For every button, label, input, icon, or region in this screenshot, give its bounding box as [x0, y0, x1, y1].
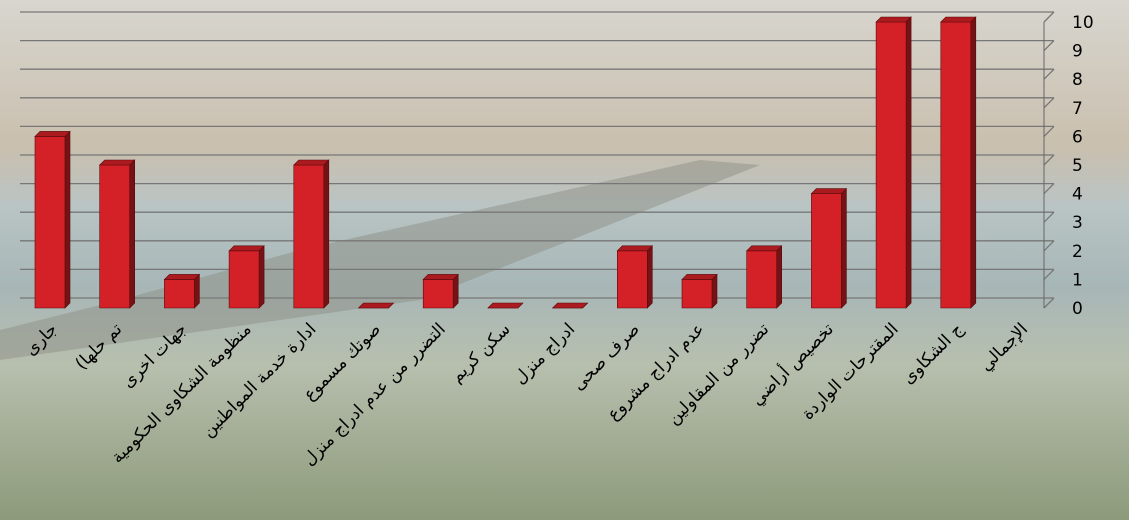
- y-tick-label: 3: [1072, 213, 1083, 233]
- y-tick-label: 8: [1072, 70, 1083, 90]
- grid-depth: [1043, 11, 1055, 23]
- y-tick-label: 0: [1072, 299, 1083, 319]
- grid-depth: [1043, 97, 1055, 109]
- bar-top: [745, 245, 783, 252]
- bar-side: [776, 245, 782, 309]
- bar: [616, 245, 654, 309]
- bar-top: [875, 16, 912, 23]
- bar-top: [940, 16, 977, 23]
- bar: [875, 16, 912, 309]
- bar-front: [164, 279, 195, 309]
- bar-front: [228, 250, 260, 309]
- bar: [34, 130, 71, 309]
- bridge-backdrop: [0, 160, 760, 360]
- grid-depth: [1043, 240, 1055, 252]
- bar-top: [551, 302, 589, 309]
- bar-side: [129, 159, 135, 309]
- bar: [163, 273, 201, 309]
- bar-front: [34, 136, 66, 309]
- grid-depth: [1043, 154, 1055, 166]
- bar-front: [617, 250, 648, 309]
- y-tick-label: 2: [1072, 242, 1083, 262]
- bar-side: [711, 273, 718, 309]
- bar: [228, 245, 265, 309]
- grid-depth: [1043, 125, 1055, 137]
- bar-side: [194, 273, 200, 309]
- bar-front: [681, 279, 713, 309]
- bar-side: [970, 16, 977, 309]
- bar-front: [811, 193, 842, 309]
- bar-top: [34, 131, 71, 137]
- bar-top: [163, 274, 201, 280]
- bar-top: [810, 188, 848, 194]
- bar: [357, 302, 395, 309]
- bar-side: [323, 159, 330, 309]
- bar-front: [422, 279, 454, 309]
- bar-front: [99, 164, 130, 309]
- bar-top: [228, 245, 265, 252]
- y-tick-label: 7: [1072, 99, 1083, 119]
- bar-top: [98, 159, 136, 166]
- bar: [810, 187, 848, 309]
- bar-front: [746, 250, 777, 309]
- bar-top: [616, 245, 654, 252]
- y-tick-label: 5: [1072, 156, 1083, 176]
- bar: [681, 273, 718, 309]
- y-tick-label: 9: [1072, 42, 1083, 62]
- bar-front: [940, 21, 972, 309]
- y-tick-label: 10: [1072, 13, 1094, 33]
- bar: [422, 273, 459, 309]
- grid-depth: [1043, 211, 1055, 223]
- bar: [98, 159, 136, 309]
- bar-side: [841, 187, 847, 309]
- bar-top: [293, 159, 330, 166]
- bar: [487, 302, 524, 309]
- bar-top: [357, 302, 395, 309]
- bar: [940, 16, 977, 309]
- bar-top: [487, 302, 524, 309]
- bar-front: [875, 21, 907, 309]
- bar-top: [681, 274, 718, 280]
- y-tick-label: 1: [1072, 270, 1083, 290]
- bar: [745, 245, 783, 309]
- bar: [551, 302, 589, 309]
- bar-side: [452, 273, 459, 309]
- y-tick-label: 6: [1072, 127, 1083, 147]
- bar: [293, 159, 330, 309]
- grid-depth: [1043, 40, 1055, 52]
- grid-depth: [1043, 183, 1055, 195]
- bar-side: [64, 130, 71, 309]
- grid-depth: [1043, 297, 1055, 309]
- y-tick-label: 4: [1072, 185, 1083, 205]
- bar-side: [258, 245, 265, 309]
- bar-side: [647, 245, 653, 309]
- grid-depth: [1043, 68, 1055, 80]
- bar-side: [905, 16, 912, 309]
- grid-depth: [1043, 268, 1055, 280]
- bar-front: [293, 164, 325, 309]
- bar-top: [422, 274, 459, 280]
